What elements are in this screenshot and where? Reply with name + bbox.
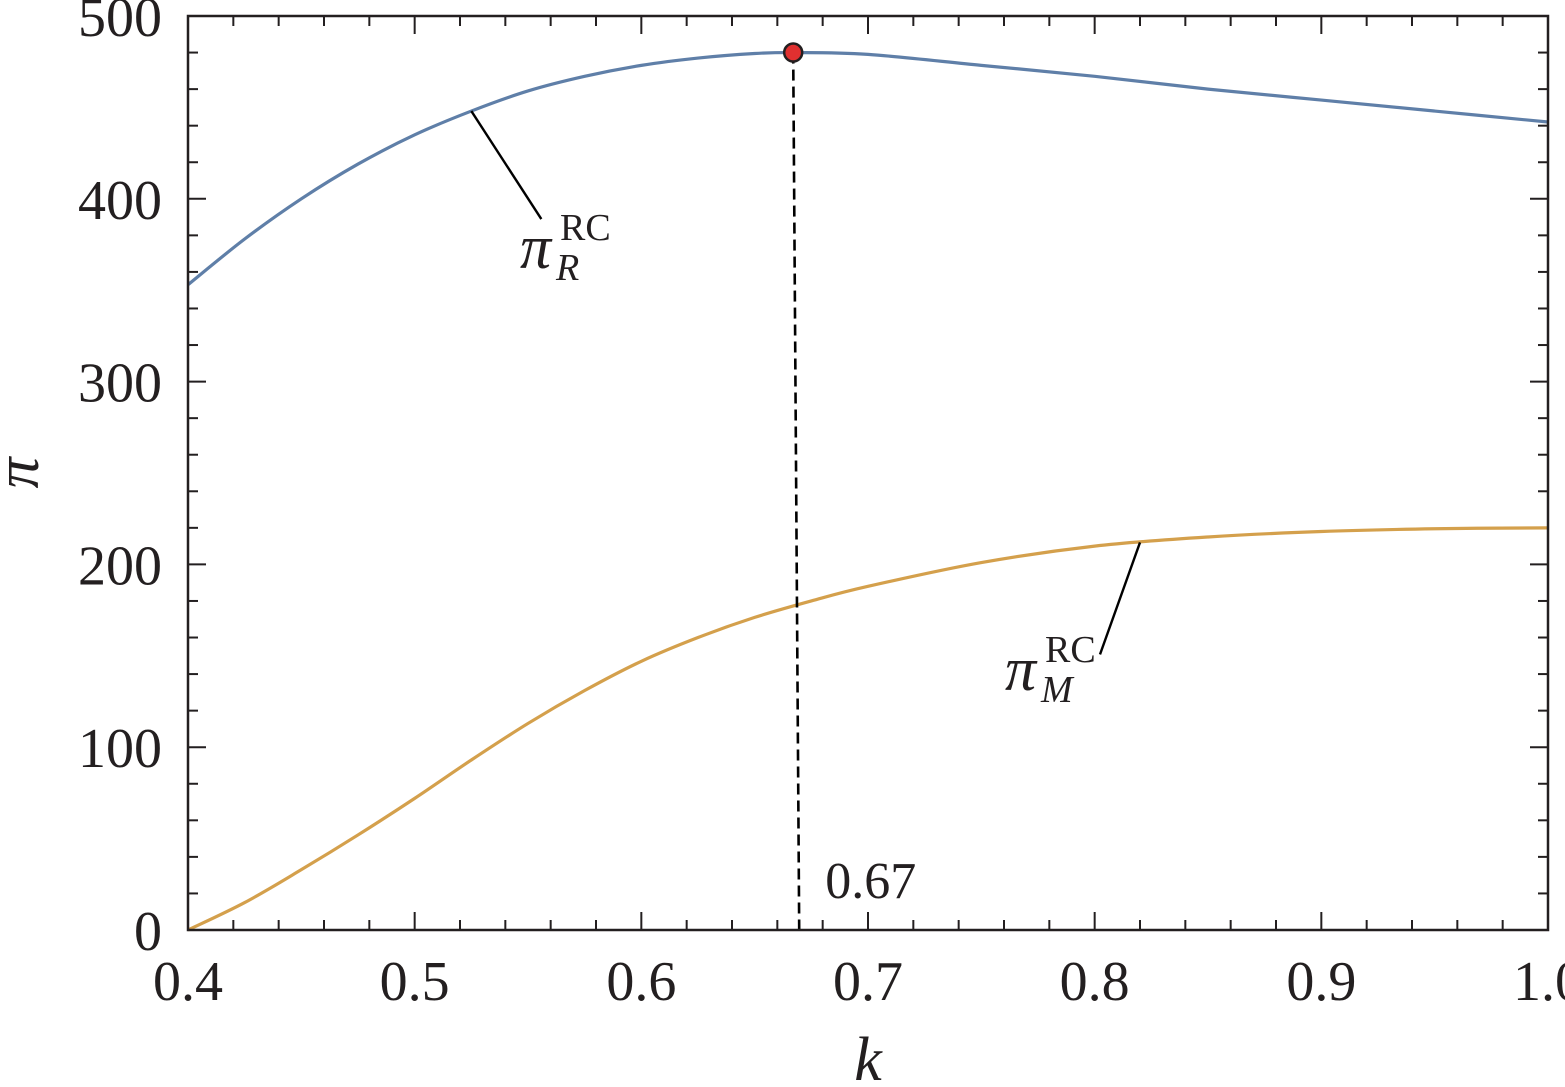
x-tick-label: 0.9 [1286,951,1356,1013]
y-tick-label: 400 [78,170,162,232]
x-tick-label: 0.5 [380,951,450,1013]
x-tick-label: 0.7 [833,951,903,1013]
optimum-label: 0.67 [825,853,916,910]
series-callout-label: π RCM [1005,629,1096,711]
y-axis-label: π [0,456,52,489]
x-tick-label: 0.4 [153,951,223,1013]
optimum-marker [782,42,804,63]
callout-symbol: π [1005,636,1038,704]
x-tick-label: 0.6 [606,951,676,1013]
ticks [187,15,1549,931]
series-line-manufacturer [187,526,1549,932]
callout-superscript: RC [1045,629,1096,671]
series-line-retailer [186,50,1549,286]
tick-labels: 0.4 0.5 0.6 0.7 0.8 0.9 1.0 0 100 200 300 400 500 [78,0,1565,1013]
callout-superscript: RC [560,207,611,249]
plot-frame [186,14,1550,932]
series-callout-label: π RCR [520,207,611,289]
y-tick-label: 100 [78,718,162,780]
callout-subscript: R [555,247,579,289]
x-tick-label: 0.8 [1060,951,1130,1013]
y-tick-label: 200 [78,535,162,597]
callout-leader [1098,542,1142,655]
callout-symbol: π [520,214,553,282]
y-tick-label: 500 [78,0,162,49]
dropline [791,52,801,931]
y-tick-label: 300 [78,353,162,415]
x-tick-label: 1.0 [1513,951,1565,1013]
callout-subscript: M [1040,669,1075,711]
callout-leader [470,110,543,220]
x-axis-label: k [854,1026,883,1087]
y-tick-label: 0 [134,901,162,963]
series-layer [186,50,1549,932]
